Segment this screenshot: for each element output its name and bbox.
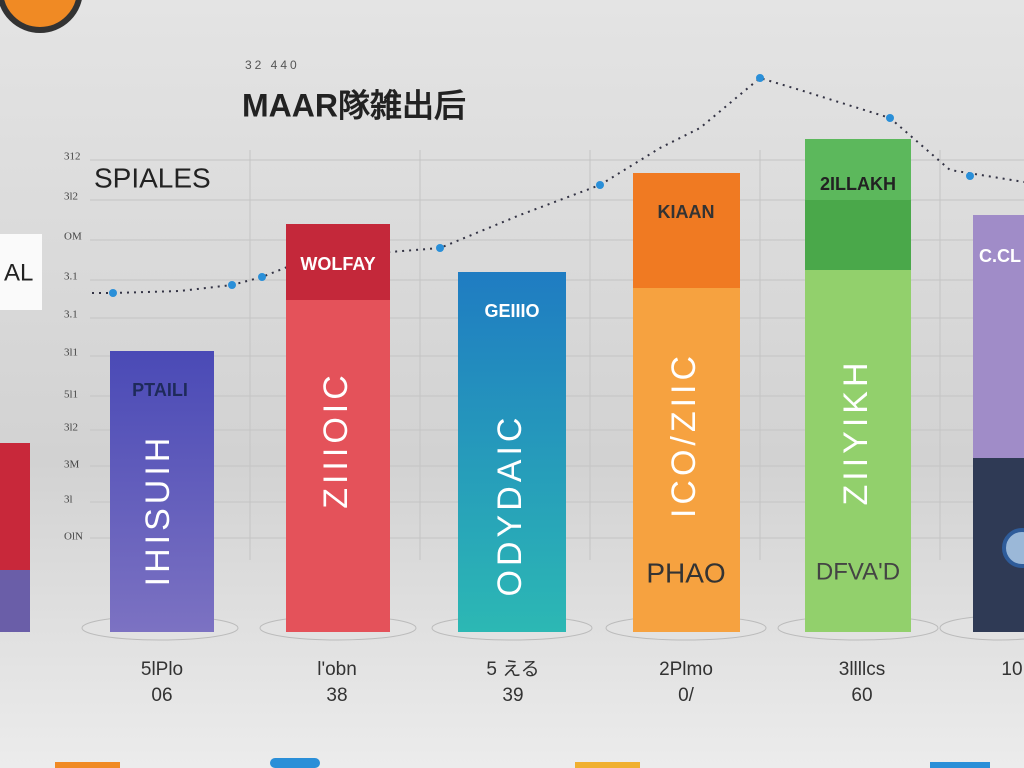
axis-label: 3.1 — [64, 309, 78, 321]
bar-vertical-text: IHISUIH — [139, 434, 177, 587]
bar — [973, 215, 1024, 458]
bar-vertical-text: ODYDAIC — [491, 414, 529, 597]
bar-header — [805, 139, 911, 200]
bar-label: KIAAN — [658, 202, 715, 222]
trend-line — [92, 76, 1024, 294]
bar-label: 2ILLAKH — [820, 174, 896, 194]
axis-label: 3M — [64, 459, 80, 471]
bar-header — [805, 200, 911, 270]
caption: 5lPlo — [141, 659, 183, 680]
bottom-strip — [55, 758, 990, 768]
axis-label: 3l — [64, 494, 73, 506]
axis-label: OM — [64, 231, 82, 243]
bar-label: WOLFAY — [300, 254, 375, 274]
bar-partial — [0, 570, 30, 632]
title: MAAR隊雑出后 — [242, 87, 466, 123]
bar-bottom-text: DFVA'D — [816, 558, 900, 585]
caption: 10 — [1001, 659, 1022, 680]
caption: 5 える — [486, 659, 539, 680]
bar-header — [633, 173, 740, 288]
caption: 39 — [502, 685, 523, 706]
caption: 06 — [151, 685, 172, 706]
axis-label: 3.1 — [64, 271, 78, 283]
caption: 2Plmo — [659, 659, 713, 680]
trend-dots — [109, 74, 974, 297]
side-label: AL — [4, 259, 33, 286]
bar-label: C.CL — [979, 246, 1021, 266]
bar-bottom-text: PHAO — [646, 557, 725, 588]
caption: l'obn — [317, 659, 357, 680]
axis-label: OlN — [64, 531, 83, 543]
top-numbers: 32 440 — [245, 58, 300, 72]
axis-label: 5l1 — [64, 389, 78, 401]
bar-partial — [0, 443, 30, 570]
subtitle: SPIALES — [94, 162, 211, 193]
axis-label: 3l2 — [64, 191, 78, 203]
caption: 38 — [326, 685, 347, 706]
bar-header — [286, 224, 390, 300]
bar-label: GEIIIO — [484, 301, 539, 321]
bar-label: PTAILI — [132, 380, 188, 400]
side-box — [0, 234, 42, 310]
axis-label: 3l2 — [64, 422, 78, 434]
axis-label: 3l1 — [64, 347, 78, 359]
caption: 3llllcs — [839, 659, 885, 680]
axis-label: 312 — [64, 151, 81, 163]
bar-vertical-text: ZIIYIKH — [837, 358, 875, 505]
caption: 60 — [851, 685, 872, 706]
corner-icon — [0, 0, 82, 33]
axis-labels: 312 3l2 OM 3.1 3.1 3l1 5l1 3l2 3M 3l OlN — [64, 151, 83, 543]
icon — [1002, 528, 1024, 568]
caption: 0/ — [678, 685, 695, 706]
bar-vertical-text: ICO/ZIIC — [665, 352, 703, 518]
bar — [458, 272, 566, 632]
bar — [110, 351, 214, 632]
bar-vertical-text: ZIIIOIC — [317, 371, 355, 509]
